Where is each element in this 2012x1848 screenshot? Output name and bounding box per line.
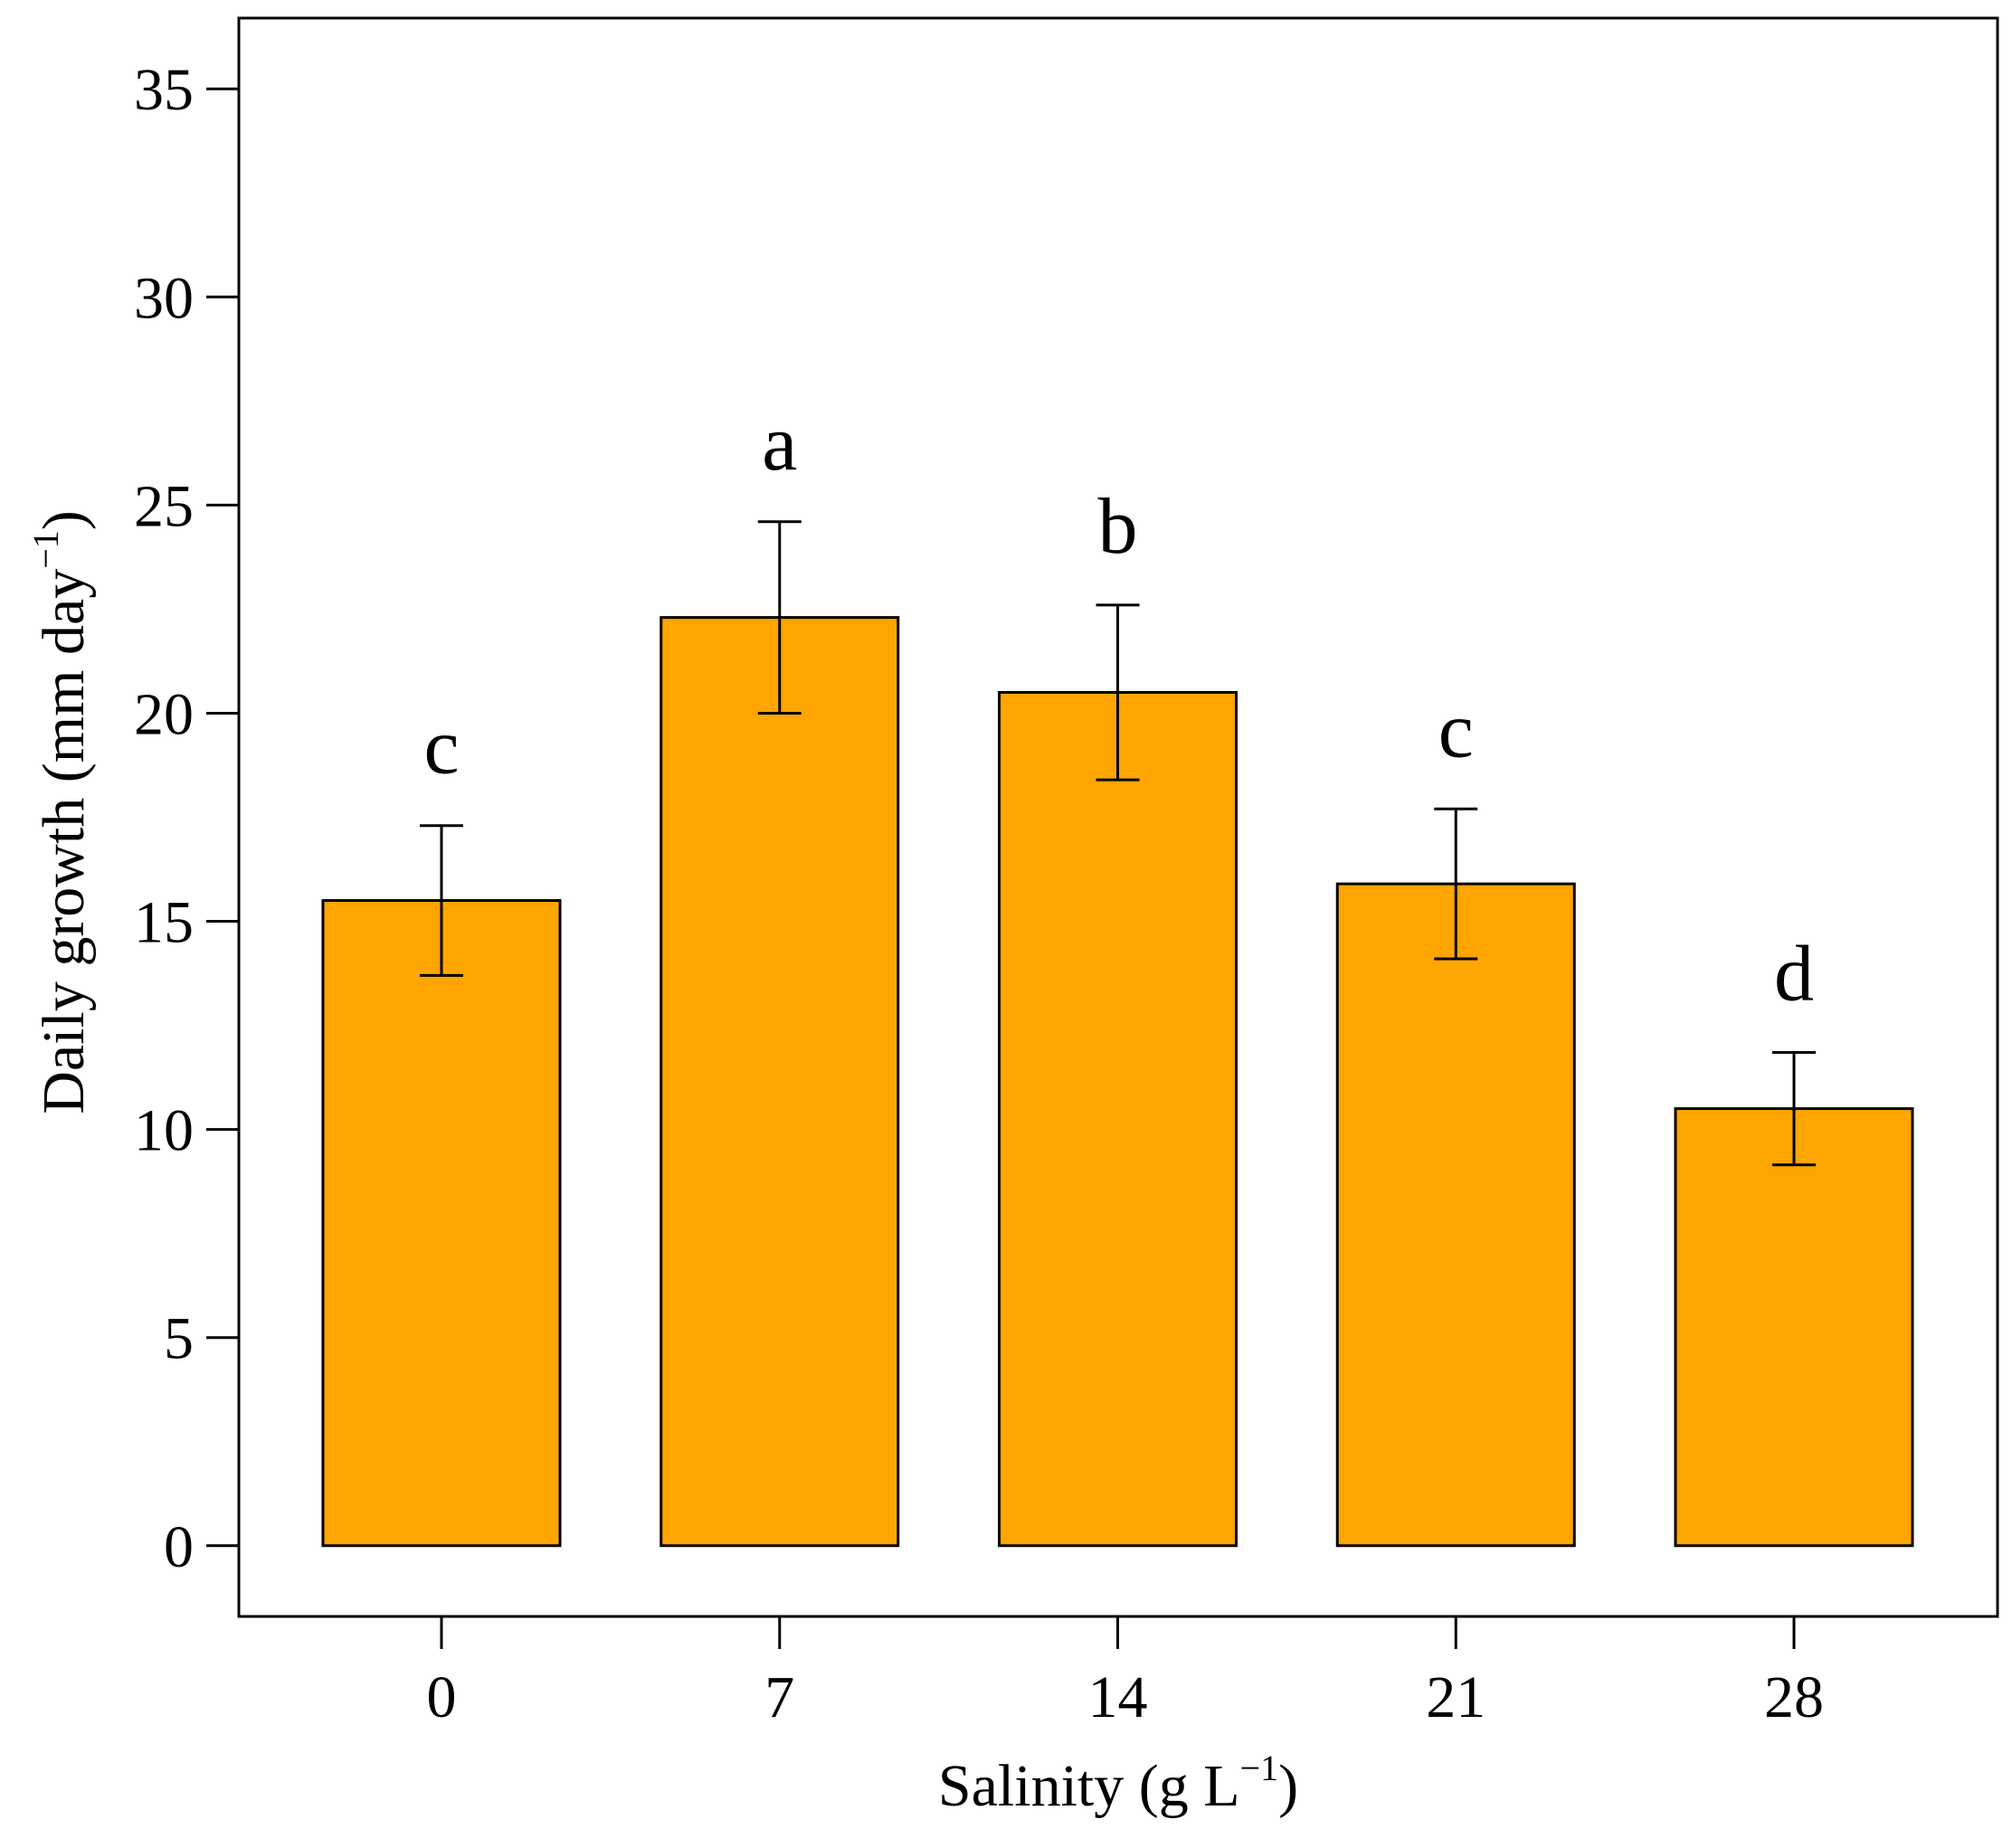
x-axis-title: Salinity (g L−1) [938,1748,1298,1819]
significance-letters: c a b c d [423,400,1814,1019]
error-bars [420,520,1816,1167]
x-tick-label: 7 [764,1664,794,1730]
x-tick-label: 28 [1764,1664,1824,1730]
y-axis-title-text: Daily growth (mm day [31,569,97,1114]
x-axis-title-text: Salinity (g L [938,1753,1240,1819]
bar [321,899,562,1548]
bars [321,616,1914,1548]
y-axis-title-close: ) [31,510,97,530]
y-axis-title-sup: −1 [25,530,66,569]
bar [998,690,1238,1548]
y-tick-label: 30 [134,265,194,331]
y-axis: 0 5 10 15 20 25 30 35 [134,57,239,1580]
bar [1674,1107,1914,1548]
significance-letter: d [1774,930,1814,1018]
y-tick-label: 5 [164,1306,194,1372]
y-tick-label: 0 [164,1514,194,1580]
x-axis: 0 7 14 21 28 [427,1616,1824,1730]
bar [660,616,900,1548]
significance-letter: c [423,704,459,791]
significance-letter: b [1098,483,1138,571]
y-tick-label: 35 [134,57,194,123]
x-tick-label: 14 [1088,1664,1148,1730]
y-tick-label: 10 [134,1098,194,1164]
bar [1335,882,1576,1548]
y-tick-label: 15 [134,890,194,956]
y-axis-title: Daily growth (mm day−1) [25,510,97,1114]
y-tick-label: 25 [134,473,194,539]
significance-letter: a [762,400,797,488]
x-axis-title-close: ) [1278,1753,1298,1819]
x-tick-label: 0 [427,1664,457,1730]
x-tick-label: 21 [1426,1664,1485,1730]
y-tick-label: 20 [134,681,194,747]
significance-letter: c [1438,687,1474,774]
x-axis-title-sup: −1 [1240,1748,1279,1788]
